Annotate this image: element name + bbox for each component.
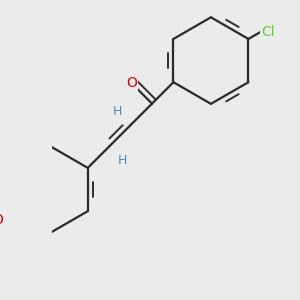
Text: H: H: [118, 154, 128, 166]
Text: Cl: Cl: [261, 25, 274, 39]
Text: H: H: [112, 105, 122, 118]
Text: O: O: [0, 213, 3, 227]
Text: O: O: [126, 76, 137, 90]
